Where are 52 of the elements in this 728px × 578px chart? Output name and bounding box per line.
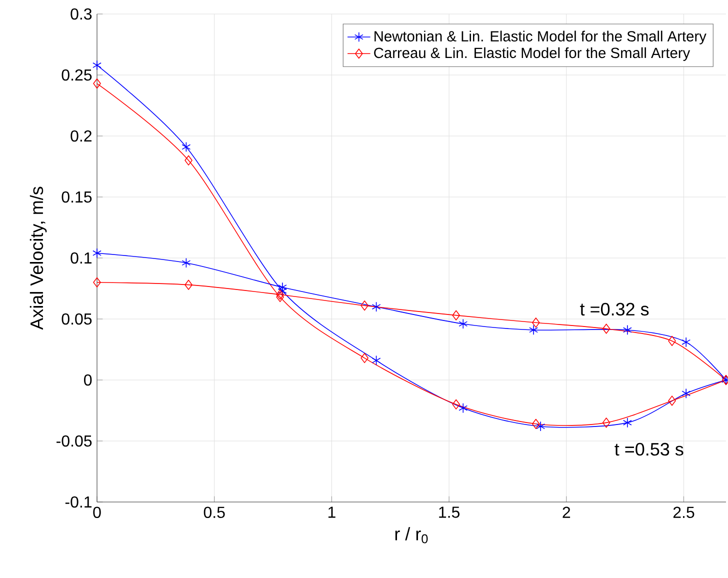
point bbox=[682, 337, 691, 348]
point bbox=[278, 286, 287, 296]
y-tick-label: 0.25 bbox=[62, 69, 92, 81]
point bbox=[668, 396, 676, 406]
annotation: t =0.53 s bbox=[614, 442, 684, 456]
x-tick-label: 2.5 bbox=[673, 506, 694, 518]
point bbox=[668, 336, 676, 346]
point bbox=[452, 399, 460, 410]
point bbox=[682, 388, 691, 398]
point bbox=[458, 318, 468, 329]
y-tick-label: 0 bbox=[84, 374, 92, 386]
y-tick-label: -0.05 bbox=[56, 435, 92, 447]
x-tick-label: 1.5 bbox=[439, 506, 460, 518]
point bbox=[532, 318, 540, 328]
point bbox=[360, 352, 368, 364]
point bbox=[458, 402, 468, 414]
y-tick-label: 0.2 bbox=[70, 130, 92, 142]
point bbox=[536, 421, 546, 432]
point bbox=[360, 300, 368, 311]
y-tick-label: 0.05 bbox=[62, 313, 92, 325]
y-axis-title: Axial Velocity, m/s bbox=[30, 186, 47, 330]
point bbox=[184, 155, 192, 166]
point bbox=[372, 355, 381, 366]
point bbox=[452, 310, 460, 320]
point bbox=[602, 418, 610, 428]
y-tick-label: -0.1 bbox=[65, 496, 92, 508]
point bbox=[93, 78, 101, 89]
y-tick-label: 0.15 bbox=[62, 191, 92, 203]
legend-label: Newtonian & Lin. Elastic Model for the Small Artery bbox=[374, 30, 706, 44]
point bbox=[182, 142, 191, 152]
x-tick-label: 0.5 bbox=[204, 506, 225, 518]
legend-label: Carreau & Lin. Elastic Model for the Small Artery bbox=[374, 47, 690, 61]
x-axis-title: r / r$_{0}$ bbox=[395, 527, 428, 544]
point bbox=[372, 302, 381, 312]
point bbox=[184, 280, 192, 290]
point bbox=[93, 277, 101, 288]
x-tick-label: 0 bbox=[93, 506, 101, 518]
point bbox=[532, 418, 540, 429]
point bbox=[602, 324, 610, 334]
point bbox=[622, 418, 632, 428]
point bbox=[182, 258, 191, 268]
point bbox=[276, 292, 284, 302]
annotation: t =0.32 s bbox=[580, 302, 649, 316]
x-tick-label: 1 bbox=[328, 506, 336, 518]
point bbox=[622, 324, 632, 336]
y-tick-label: 0.1 bbox=[70, 252, 92, 264]
point bbox=[529, 324, 538, 336]
x-tick-label: 2 bbox=[562, 506, 570, 518]
point bbox=[92, 60, 102, 70]
y-tick-label: 0.3 bbox=[70, 8, 92, 20]
point bbox=[92, 248, 102, 258]
point bbox=[276, 290, 284, 300]
